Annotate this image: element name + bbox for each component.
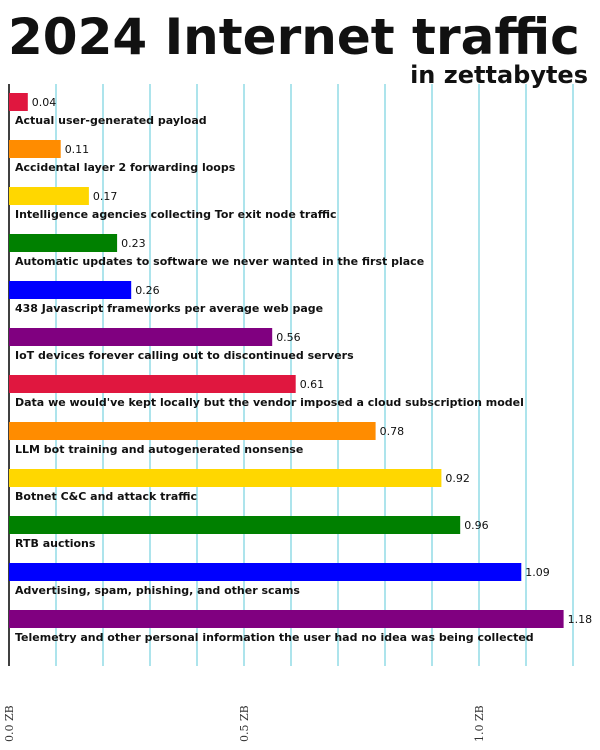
bars: 0.04 Actual user-generated payload 0.11 Acc…: [9, 93, 592, 644]
value-label: 0.96: [464, 519, 489, 532]
bar: [9, 234, 118, 252]
value-label: 0.17: [93, 190, 118, 203]
bar: [9, 422, 376, 440]
value-label: 1.18: [568, 613, 593, 626]
category-label: Automatic updates to software we never w…: [15, 255, 424, 268]
category-label: RTB auctions: [15, 537, 96, 550]
value-label: 0.04: [32, 96, 57, 109]
value-label: 0.92: [445, 472, 470, 485]
value-label: 0.11: [65, 143, 90, 156]
x-tick-label: 0.5 ZB: [238, 705, 251, 742]
bar: [9, 328, 273, 346]
category-label: IoT devices forever calling out to disco…: [15, 349, 354, 362]
value-label: 1.09: [525, 566, 550, 579]
bar: [9, 610, 564, 628]
value-label: 0.78: [380, 425, 405, 438]
chart-subtitle: in zettabytes: [410, 61, 588, 89]
x-tick-labels: 0.0 ZB 0.5 ZB 1.0 ZB: [3, 705, 486, 742]
bar: [9, 375, 296, 393]
value-label: 0.61: [300, 378, 325, 391]
category-label: Telemetry and other personal information…: [15, 631, 534, 644]
category-label: Intelligence agencies collecting Tor exi…: [15, 208, 337, 221]
category-label: Advertising, spam, phishing, and other s…: [15, 584, 300, 597]
chart-title: 2024 Internet traffic: [8, 8, 580, 66]
x-tick-label: 0.0 ZB: [3, 705, 16, 742]
bar: [9, 469, 442, 487]
category-label: Actual user-generated payload: [15, 114, 207, 127]
bar: [9, 140, 61, 158]
value-label: 0.23: [121, 237, 146, 250]
category-label: 438 Javascript frameworks per average we…: [15, 302, 323, 315]
category-label: Botnet C&C and attack traffic: [15, 490, 197, 503]
bar: [9, 281, 132, 299]
bar: [9, 516, 461, 534]
bar: [9, 93, 28, 111]
category-label: Accidental layer 2 forwarding loops: [15, 161, 236, 174]
category-label: Data we would've kept locally but the ve…: [15, 396, 524, 409]
category-label: LLM bot training and autogenerated nonse…: [15, 443, 303, 456]
x-tick-label: 1.0 ZB: [473, 705, 486, 742]
value-label: 0.26: [135, 284, 160, 297]
bar: [9, 187, 89, 205]
value-label: 0.56: [276, 331, 301, 344]
bar: [9, 563, 522, 581]
